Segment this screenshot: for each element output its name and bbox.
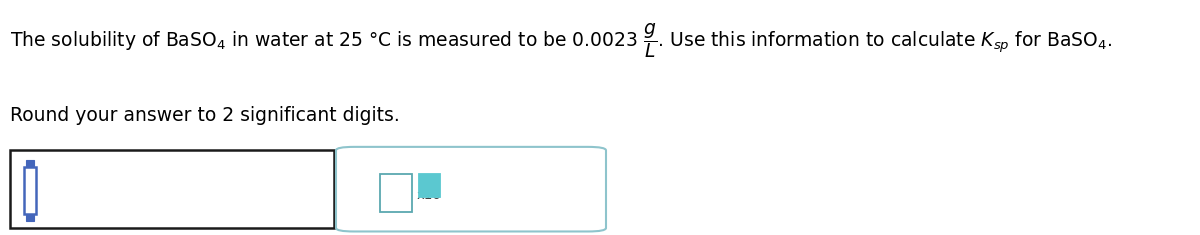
Text: Round your answer to 2 significant digits.: Round your answer to 2 significant digit… <box>10 106 400 125</box>
FancyBboxPatch shape <box>380 174 412 212</box>
FancyBboxPatch shape <box>419 174 440 197</box>
FancyBboxPatch shape <box>26 215 34 221</box>
Text: x10: x10 <box>416 189 442 202</box>
FancyBboxPatch shape <box>10 150 334 228</box>
FancyBboxPatch shape <box>26 160 34 166</box>
FancyBboxPatch shape <box>24 167 36 214</box>
FancyBboxPatch shape <box>336 147 606 231</box>
Text: The solubility of BaSO$_4$ in water at 25 °C is measured to be 0.0023 $\dfrac{g}: The solubility of BaSO$_4$ in water at 2… <box>10 21 1112 60</box>
